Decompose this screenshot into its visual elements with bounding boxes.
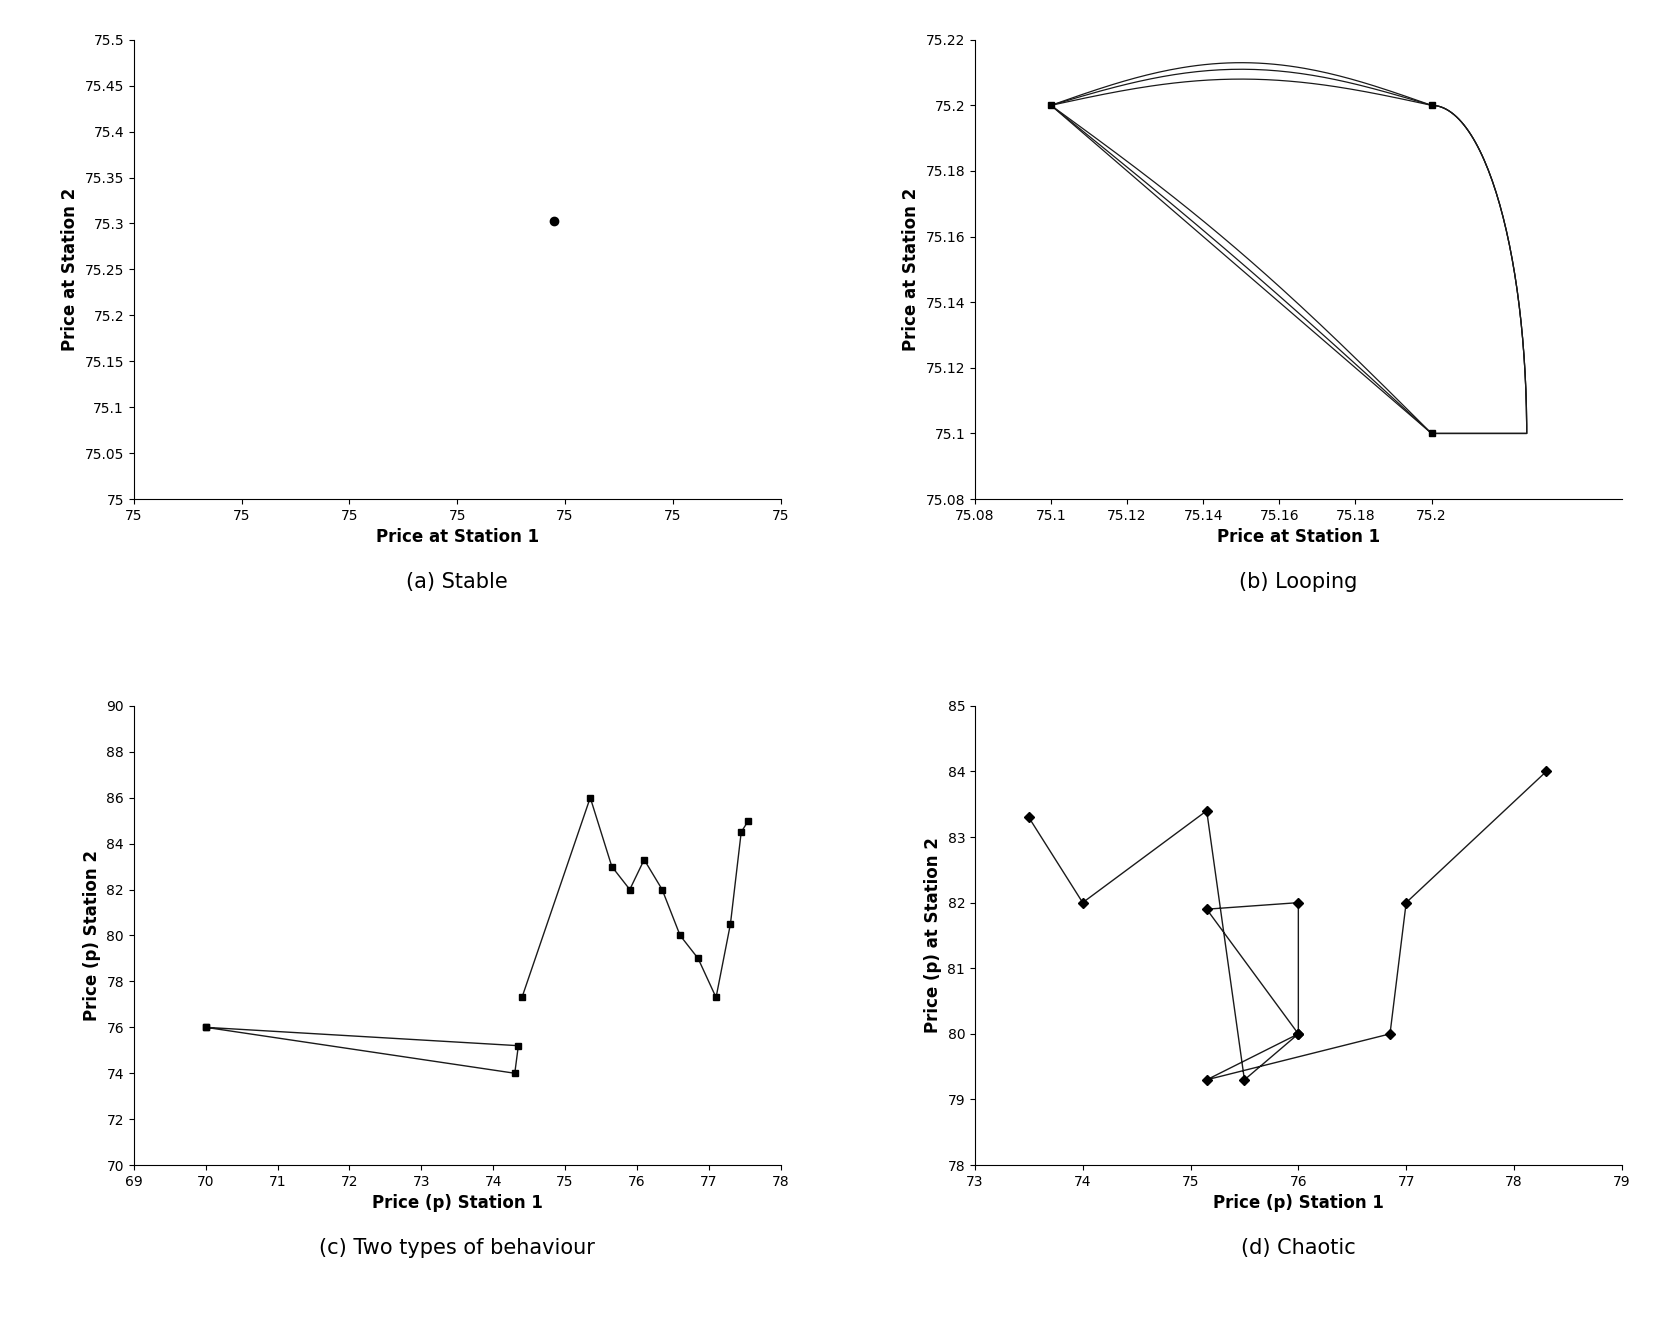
X-axis label: Price at Station 1: Price at Station 1 [376,528,538,547]
Text: (c) Two types of behaviour: (c) Two types of behaviour [319,1238,595,1258]
X-axis label: Price (p) Station 1: Price (p) Station 1 [1212,1194,1384,1213]
Y-axis label: Price (p) Station 2: Price (p) Station 2 [82,850,100,1021]
Text: (a) Stable: (a) Stable [406,572,508,592]
Y-axis label: Price (p) at Station 2: Price (p) at Station 2 [925,838,941,1034]
X-axis label: Price (p) Station 1: Price (p) Station 1 [371,1194,543,1213]
Text: (d) Chaotic: (d) Chaotic [1241,1238,1356,1258]
Y-axis label: Price at Station 2: Price at Station 2 [60,188,79,351]
X-axis label: Price at Station 1: Price at Station 1 [1217,528,1379,547]
Text: (b) Looping: (b) Looping [1239,572,1358,592]
Y-axis label: Price at Station 2: Price at Station 2 [901,188,920,351]
